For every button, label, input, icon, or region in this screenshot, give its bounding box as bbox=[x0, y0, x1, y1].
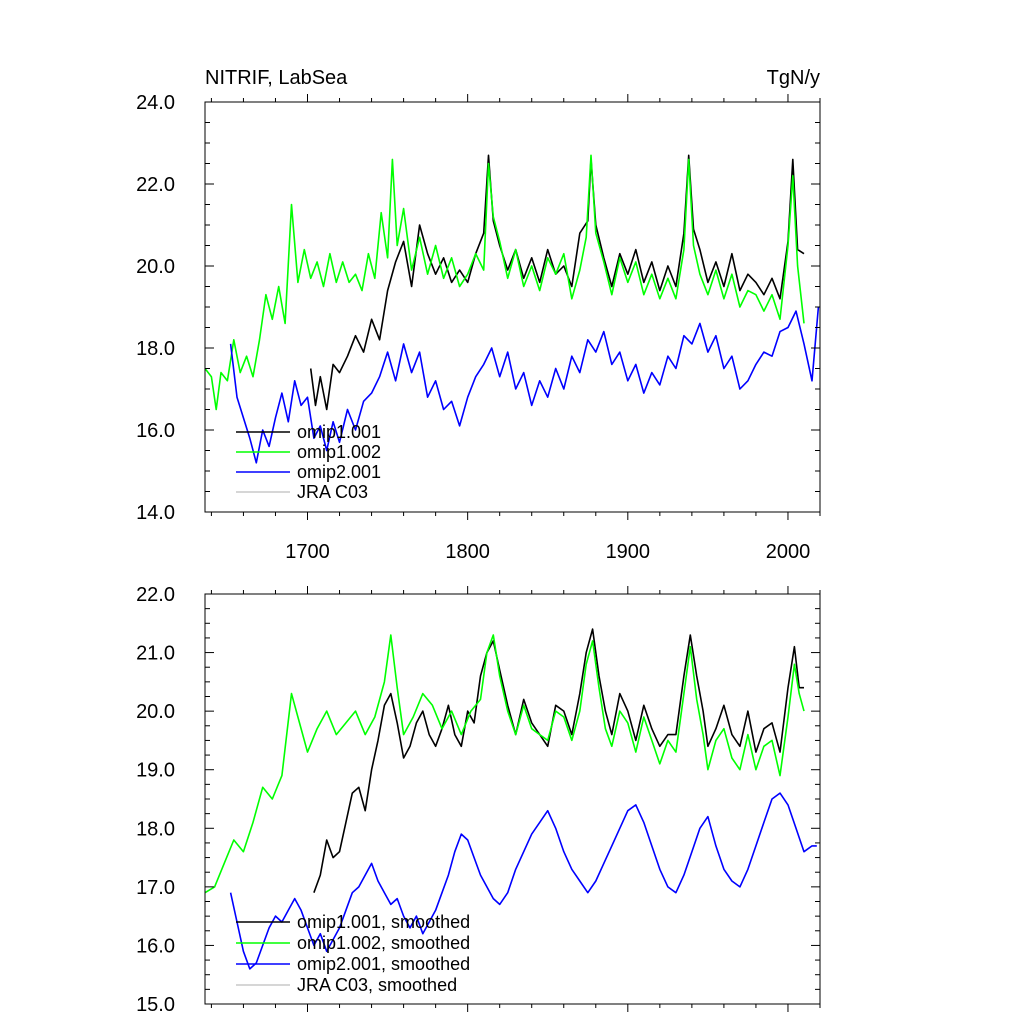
y-tick-label: 21.0 bbox=[136, 643, 175, 665]
y-tick-label: 22.0 bbox=[136, 174, 175, 196]
series-line-0 bbox=[309, 154, 805, 411]
legend-label: omip1.002, smoothed bbox=[297, 933, 470, 953]
y-tick-label: 18.0 bbox=[136, 818, 175, 840]
top-panel: 1700 1800 1900 2000 14.0 16.0 18.0 20.0 22.0 24.0… bbox=[136, 67, 821, 563]
x-tick-label: 1700 bbox=[285, 541, 330, 563]
legend-label: omip2.001, smoothed bbox=[297, 954, 470, 974]
y-tick-label: 24.0 bbox=[136, 92, 175, 114]
legend-label: omip1.001, smoothed bbox=[297, 912, 470, 932]
x-tick-label: 1800 bbox=[445, 541, 490, 563]
legend-label: omip2.001 bbox=[297, 462, 381, 482]
y-tick-label: 16.0 bbox=[136, 420, 175, 442]
x-tick-label: 1900 bbox=[606, 541, 651, 563]
series-group bbox=[205, 154, 820, 464]
series-line-1 bbox=[205, 634, 805, 894]
y-tick-label: 20.0 bbox=[136, 256, 175, 278]
series-line-2 bbox=[229, 306, 820, 464]
series-line-2 bbox=[229, 792, 817, 970]
series-line-1 bbox=[205, 154, 805, 411]
x-tick-label: 2000 bbox=[766, 541, 811, 563]
y-tick-label: 20.0 bbox=[136, 701, 175, 723]
chart-title: NITRIF, LabSea bbox=[205, 67, 348, 89]
series-line-0 bbox=[313, 628, 804, 893]
y-tick-label: 15.0 bbox=[136, 994, 175, 1016]
units-label: TgN/y bbox=[767, 67, 820, 89]
y-tick-label: 17.0 bbox=[136, 877, 175, 899]
series-group bbox=[205, 628, 817, 970]
y-tick-label: 16.0 bbox=[136, 935, 175, 957]
legend-label: omip1.002 bbox=[297, 442, 381, 462]
legend-label: JRA C03, smoothed bbox=[297, 975, 457, 995]
legend-label: JRA C03 bbox=[297, 482, 368, 502]
y-tick-label: 22.0 bbox=[136, 584, 175, 606]
y-tick-label: 18.0 bbox=[136, 338, 175, 360]
legend-label: omip1.001 bbox=[297, 422, 381, 442]
y-tick-label: 14.0 bbox=[136, 502, 175, 524]
y-tick-label: 19.0 bbox=[136, 760, 175, 782]
bottom-panel: 15.0 16.0 17.0 18.0 19.0 20.0 21.0 22.0 omip1.00… bbox=[136, 584, 821, 1016]
